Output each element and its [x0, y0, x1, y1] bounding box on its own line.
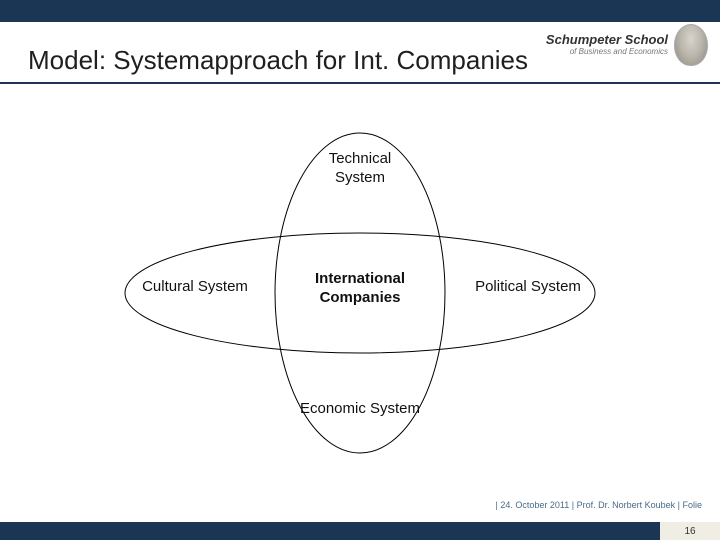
label-top-l2: System	[335, 169, 385, 186]
label-center: International Companies	[295, 270, 425, 308]
label-top: Technical System	[300, 150, 420, 188]
label-center-l2: Companies	[320, 289, 401, 306]
label-bottom-l1: Economic System	[300, 400, 420, 417]
label-right: Political System	[448, 278, 608, 297]
label-right-l1: Political System	[475, 278, 581, 295]
logo-portrait-icon	[674, 24, 708, 66]
logo-area: Schumpeter School of Business and Econom…	[546, 24, 708, 66]
label-bottom: Economic System	[290, 400, 430, 419]
label-center-l1: International	[315, 270, 405, 287]
top-bar	[0, 0, 720, 22]
label-left: Cultural System	[115, 278, 275, 297]
page-title: Model: Systemapproach for Int. Companies	[28, 45, 528, 76]
venn-diagram: Technical System Cultural System Interna…	[0, 108, 720, 478]
footer-text: | 24. October 2011 | Prof. Dr. Norbert K…	[496, 500, 702, 510]
slide: Schumpeter School of Business and Econom…	[0, 0, 720, 540]
label-top-l1: Technical	[329, 150, 392, 167]
title-underline	[0, 82, 720, 84]
logo-line2: of Business and Economics	[546, 48, 668, 57]
footer-bar	[0, 522, 660, 540]
page-number: 16	[660, 522, 720, 540]
label-left-l1: Cultural System	[142, 278, 248, 295]
logo-line1: Schumpeter School	[546, 33, 668, 47]
logo-text: Schumpeter School of Business and Econom…	[546, 33, 668, 56]
